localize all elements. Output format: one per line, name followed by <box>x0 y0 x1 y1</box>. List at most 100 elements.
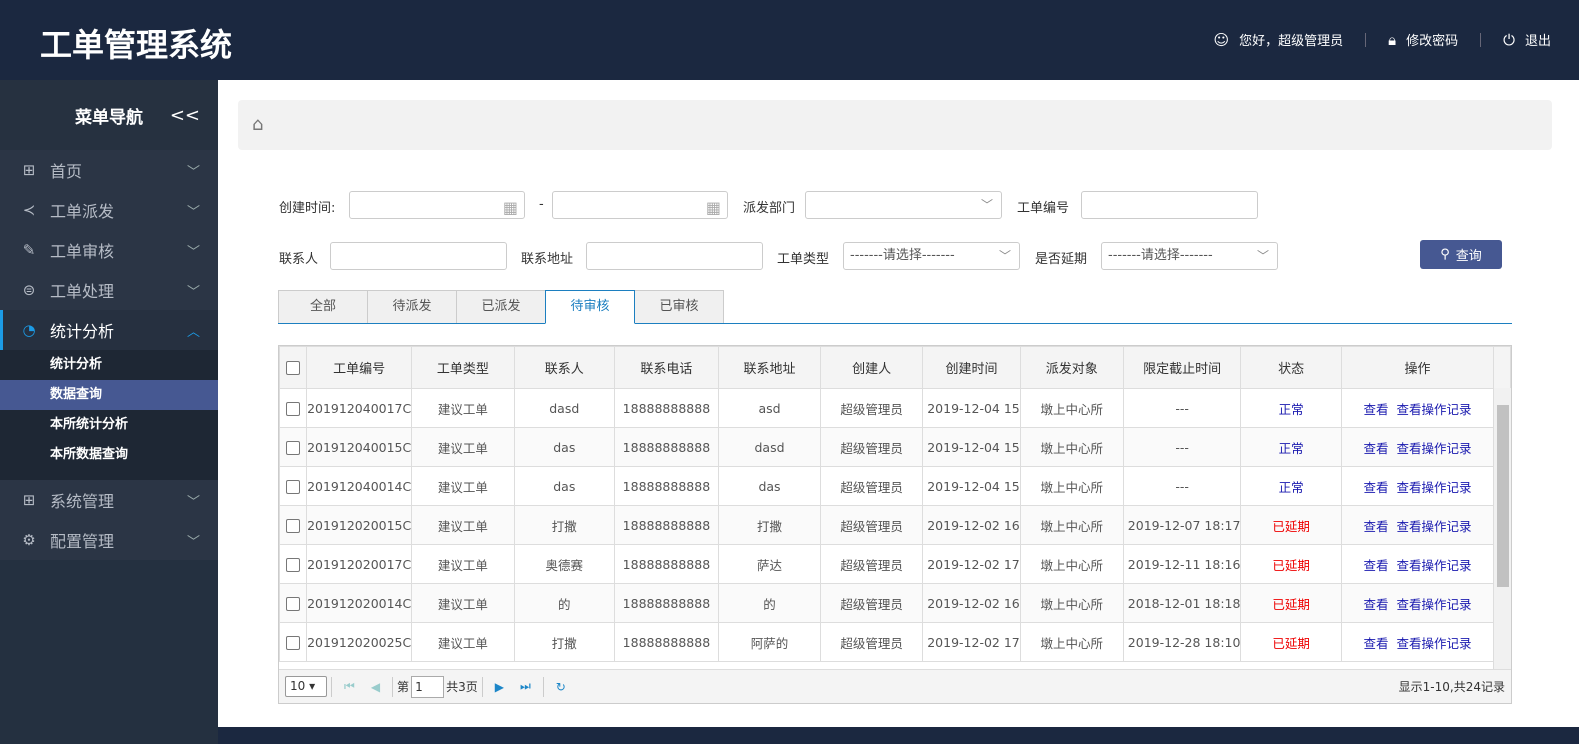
table-row: 201912040017C 建议工单 dasd 18888888888 asd 超级管理员… <box>279 388 1511 428</box>
search-icon: ⚲ <box>1440 247 1450 262</box>
search-button[interactable]: ⚲ 查询 <box>1420 240 1502 269</box>
view-log-link[interactable]: 查看操作记录 <box>1396 557 1472 573</box>
address-input[interactable] <box>586 242 763 270</box>
tab-1[interactable]: 待派发 <box>367 290 457 324</box>
table-cell: 已延期 <box>1240 622 1342 662</box>
order-no-label: 工单编号 <box>1017 201 1070 216</box>
first-page-icon[interactable]: ⏮ <box>344 679 355 693</box>
sidebar: 菜单导航 << ⊞ 首页 ﹀ ≺ 工单派发 ﹀ ✎ 工单审核 ﹀ ⊜ 工单处理 ﹀ ◔ 统计分析 ︿ … <box>0 80 218 744</box>
view-link[interactable]: 查看 <box>1363 401 1389 417</box>
sidebar-item-label: 系统管理 <box>50 492 115 511</box>
next-page-icon[interactable]: ▶ <box>494 679 504 694</box>
sidebar-item-review[interactable]: ✎ 工单审核 ﹀ <box>0 230 218 270</box>
table-row: 201912020025C 建议工单 打撒 18888888888 阿萨的 超级管理员 20… <box>279 622 1511 662</box>
view-log-link[interactable]: 查看操作记录 <box>1396 479 1472 495</box>
view-link[interactable]: 查看 <box>1363 557 1389 573</box>
row-checkbox[interactable] <box>286 401 301 416</box>
table-cell: 2019-12-02 17 <box>922 544 1021 584</box>
dept-select[interactable]: ﹀ <box>805 191 1002 219</box>
gear-icon: ⚙ <box>22 531 36 549</box>
page-input[interactable]: 1 <box>411 675 445 698</box>
tab-4[interactable]: 已审核 <box>634 290 724 324</box>
delayed-label: 是否延期 <box>1035 252 1088 267</box>
last-page-icon[interactable]: ⏭ <box>519 679 531 693</box>
table-cell: 2019-12-04 15 <box>922 388 1021 428</box>
table-cell: 201912020025C <box>306 622 413 662</box>
sidebar-item-config[interactable]: ⚙ 配置管理 ﹀ <box>0 520 218 560</box>
view-log-link[interactable]: 查看操作记录 <box>1396 518 1472 534</box>
view-link[interactable]: 查看 <box>1363 596 1389 612</box>
row-checkbox[interactable] <box>286 635 301 650</box>
collapse-icon[interactable]: << <box>169 104 200 126</box>
sidebar-item-home[interactable]: ⊞ 首页 ﹀ <box>0 150 218 190</box>
column-header: 限定截止时间 <box>1122 346 1242 389</box>
view-link[interactable]: 查看 <box>1363 518 1389 534</box>
submenu-item-selected[interactable]: 数据查询 <box>0 380 218 410</box>
vertical-scrollbar[interactable] <box>1493 388 1511 670</box>
row-checkbox[interactable] <box>286 596 301 611</box>
submenu-item[interactable]: 统计分析 <box>50 357 103 372</box>
table-row: 201912040015C 建议工单 das 18888888888 dasd 超级管理员… <box>279 427 1511 467</box>
database-icon: ⊜ <box>22 281 36 299</box>
calendar-icon[interactable]: ▦ <box>502 198 518 217</box>
table-cell: 18888888888 <box>614 544 719 584</box>
sidebar-item-system[interactable]: ⊞ 系统管理 ﹀ <box>0 480 218 520</box>
column-header: 状态 <box>1240 346 1342 389</box>
table-cell: 201912020014C <box>306 583 413 623</box>
row-checkbox[interactable] <box>286 518 301 533</box>
table-row: 201912020015C 建议工单 打撒 18888888888 打撒 超级管理员 201… <box>279 505 1511 545</box>
prev-page-icon[interactable]: ◀ <box>370 679 381 694</box>
end-date-input[interactable]: ▦ <box>552 191 728 219</box>
logout-link[interactable]: 退出 <box>1524 34 1551 49</box>
chevron-down-icon: ﹀ <box>186 494 200 510</box>
select-all-checkbox[interactable] <box>279 346 308 389</box>
calendar-icon[interactable]: ▦ <box>705 198 721 217</box>
row-checkbox[interactable] <box>286 557 301 572</box>
view-link[interactable]: 查看 <box>1363 635 1389 651</box>
order-no-input[interactable] <box>1081 191 1258 219</box>
view-log-link[interactable]: 查看操作记录 <box>1396 596 1472 612</box>
submenu-item[interactable]: 本所统计分析 <box>50 417 129 432</box>
column-header: 联系人 <box>513 346 616 389</box>
table-cell: 墩上中心所 <box>1019 388 1124 428</box>
refresh-icon[interactable]: ↻ <box>555 679 566 694</box>
table-cell: 18888888888 <box>614 505 719 545</box>
tab-3[interactable]: 待审核 <box>545 290 635 324</box>
table-cell: 萨达 <box>717 544 822 584</box>
column-header: 创建时间 <box>922 346 1021 389</box>
contact-input[interactable] <box>330 242 507 270</box>
page-size-select[interactable]: 10 ▾ <box>285 676 327 697</box>
home-icon[interactable]: ⌂ <box>252 114 264 135</box>
submenu-item[interactable]: 本所数据查询 <box>50 447 129 462</box>
view-log-link[interactable]: 查看操作记录 <box>1396 635 1472 651</box>
sidebar-item-dispatch[interactable]: ≺ 工单派发 ﹀ <box>0 190 218 230</box>
order-type-select[interactable]: -------请选择------- ﹀ <box>843 242 1020 270</box>
view-link[interactable]: 查看 <box>1363 440 1389 456</box>
table-cell: das <box>513 466 616 506</box>
tab-2[interactable]: 已派发 <box>456 290 546 324</box>
table-cell: --- <box>1122 427 1242 467</box>
table-cell: 超级管理员 <box>820 427 924 467</box>
row-checkbox[interactable] <box>286 440 301 455</box>
sidebar-item-statistics[interactable]: ◔ 统计分析 ︿ <box>0 310 218 350</box>
view-link[interactable]: 查看 <box>1363 479 1389 495</box>
view-log-link[interactable]: 查看操作记录 <box>1396 440 1472 456</box>
greeting: 您好，超级管理员 <box>1239 34 1344 49</box>
change-password-link[interactable]: 修改密码 <box>1406 34 1459 49</box>
row-checkbox[interactable] <box>286 479 301 494</box>
sidebar-item-process[interactable]: ⊜ 工单处理 ﹀ <box>0 270 218 310</box>
start-date-input[interactable]: ▦ <box>349 191 525 219</box>
sidebar-item-label: 首页 <box>50 162 83 181</box>
chevron-down-icon: ﹀ <box>980 198 993 212</box>
table-cell: 墩上中心所 <box>1019 544 1124 584</box>
tab-0[interactable]: 全部 <box>278 290 368 324</box>
edit-icon: ✎ <box>22 241 36 259</box>
table-cell: 墩上中心所 <box>1019 583 1124 623</box>
table-cell: 建议工单 <box>411 388 515 428</box>
table-cell: 2019-12-28 18:10 <box>1122 622 1242 662</box>
table-cell: 18888888888 <box>614 622 719 662</box>
view-log-link[interactable]: 查看操作记录 <box>1396 401 1472 417</box>
date-dash: - <box>539 197 544 212</box>
table-cell: 打撒 <box>513 622 616 662</box>
delayed-select[interactable]: -------请选择------- ﹀ <box>1101 242 1278 270</box>
